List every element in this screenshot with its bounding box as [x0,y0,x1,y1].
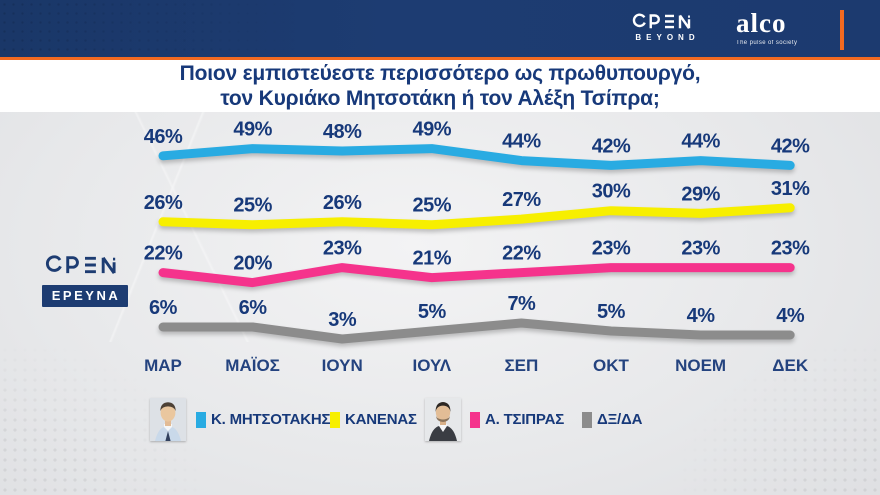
legend-swatch-kanenas [330,412,340,428]
value-label: 26% [144,192,183,214]
value-label: 44% [502,131,541,153]
value-label: 22% [502,243,541,265]
month-label: ΝΟΕΜ [675,356,726,375]
value-label: 49% [233,119,272,141]
value-label: 23% [681,238,720,260]
alco-orange-bar [840,10,844,50]
legend-label-kanenas: ΚΑΝΕΝΑΣ [345,411,417,428]
alco-logo: alco The pulse of society [736,10,832,52]
value-label: 42% [771,135,810,157]
value-label: 5% [597,301,626,323]
value-label: 31% [771,178,810,200]
value-label: 21% [413,248,452,270]
value-label: 29% [681,183,720,205]
value-label: 46% [144,126,183,148]
orange-divider [0,57,880,60]
open-ereyna-logo: ΕΡΕΥΝΑ [42,255,128,307]
open-beyond-logo: BEYOND [628,13,702,42]
value-label: 49% [413,119,452,141]
value-label: 6% [149,297,178,319]
value-label: 23% [771,238,810,260]
open-logo-icon [632,13,691,29]
value-label: 48% [323,121,362,143]
legend-swatch-mitsotakis [196,412,206,428]
value-label: 4% [687,305,716,327]
dot-texture [680,345,880,495]
legend-swatch-tsipras [470,412,480,428]
legend-label-mitsotakis: Κ. ΜΗΤΣΟΤΑΚΗΣ [211,411,331,428]
tsipras-photo [425,398,461,441]
legend-label-tsipras: Α. ΤΣΙΠΡΑΣ [485,411,565,428]
question-title-line2: τον Κυριάκο Μητσοτάκη ή τον Αλέξη Τσίπρα… [220,87,660,110]
value-label: 42% [592,135,631,157]
value-label: 25% [413,195,452,217]
mitsotakis-photo [150,398,186,441]
value-label: 5% [418,301,447,323]
series-line-2 [158,263,795,288]
top-bar: BEYOND alco The pulse of society [0,0,880,57]
series-line-1 [158,203,795,230]
alco-logo-text: alco [736,8,787,38]
value-label: 22% [144,243,183,265]
dot-texture [0,0,320,57]
question-title-line1: Ποιον εμπιστεύεστε περισσότερο ως πρωθυπ… [179,62,701,85]
month-label: ΙΟΥΛ [412,356,451,375]
month-label: ΣΕΠ [504,356,538,375]
month-label: ΜΑΡ [144,356,182,375]
open-logo-subtext: BEYOND [635,33,700,42]
legend-swatch-dxda [582,412,592,428]
value-label: 26% [323,192,362,214]
ereyna-badge: ΕΡΕΥΝΑ [42,285,128,307]
value-label: 3% [328,309,357,331]
legend-label-dxda: ΔΞ/ΔΑ [597,411,643,428]
value-label: 20% [233,253,272,275]
month-label: ΜΑΪΟΣ [225,356,280,375]
value-label: 25% [233,195,272,217]
value-label: 23% [323,238,362,260]
question-title: Ποιον εμπιστεύεστε περισσότερο ως πρωθυπ… [0,60,880,112]
month-label: ΔΕΚ [772,356,809,375]
value-label: 27% [502,189,541,211]
value-label: 30% [592,181,631,203]
legend: Κ. ΜΗΤΣΟΤΑΚΗΣ ΚΑΝΕΝΑΣ Α. ΤΣΙΠΡΑΣ ΔΞ/ΔΑ [0,395,880,445]
value-label: 7% [507,293,536,315]
series-line-0 [158,144,795,170]
value-label: 44% [681,131,720,153]
value-label: 6% [239,297,268,319]
value-label: 23% [592,238,631,260]
alco-tagline: The pulse of society [736,40,798,46]
series-line-3 [158,318,795,344]
open-logo-icon [45,255,116,275]
value-label: 4% [776,305,805,327]
month-label: ΙΟΥΝ [322,356,363,375]
month-label: ΟΚΤ [593,356,630,375]
